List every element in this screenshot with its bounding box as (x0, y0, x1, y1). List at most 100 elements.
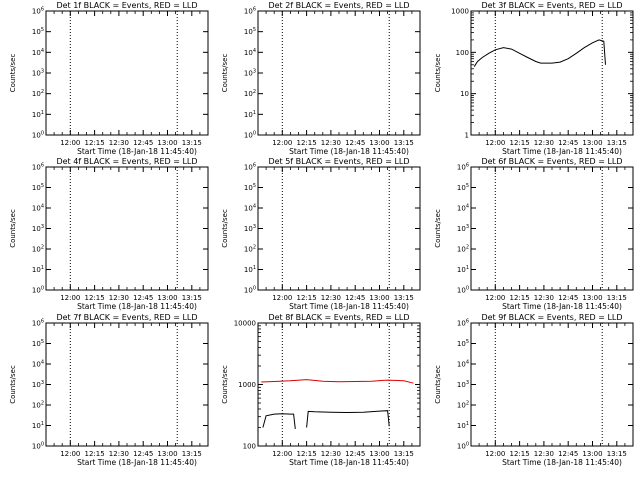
y-tick-label: 105 (32, 27, 44, 36)
y-tick-label: 101 (457, 421, 469, 430)
panel-det-8: Det 8f BLACK = Events, RED = LLD Counts/s… (221, 313, 421, 467)
x-tick-label: 12:15 (297, 139, 317, 147)
x-tick-label: 13:00 (582, 294, 602, 302)
panel-title: Det 3f BLACK = Events, RED = LLD (481, 1, 622, 10)
x-tick-label: 12:00 (60, 139, 80, 147)
x-tick-label: 12:30 (321, 294, 341, 302)
y-tick-label: 101 (32, 110, 44, 119)
y-axis-label: Counts/sec (9, 54, 17, 93)
y-tick-label: 102 (32, 89, 44, 98)
y-tick-label: 101 (244, 265, 256, 274)
x-tick-label: 12:45 (345, 294, 365, 302)
data-series-line (262, 413, 296, 429)
x-tick-label: 13:00 (157, 139, 177, 147)
x-tick-label: 12:15 (85, 139, 105, 147)
y-tick-label: 102 (32, 401, 44, 410)
x-tick-label: 13:00 (369, 139, 389, 147)
y-tick-label: 104 (457, 360, 469, 369)
y-tick-label: 1000 (451, 8, 469, 16)
y-tick-label: 106 (244, 163, 256, 172)
y-tick-label: 102 (32, 245, 44, 254)
panel-title: Det 1f BLACK = Events, RED = LLD (56, 1, 197, 10)
x-tick-label: 12:30 (321, 139, 341, 147)
panel-det-9: Det 9f BLACK = Events, RED = LLD Counts/s… (434, 313, 634, 467)
y-tick-label: 104 (244, 204, 256, 213)
y-tick-label: 104 (32, 360, 44, 369)
x-tick-label: 12:45 (558, 450, 578, 458)
x-tick-label: 13:00 (157, 450, 177, 458)
y-tick-label: 100 (243, 443, 256, 451)
x-tick-label: 12:45 (345, 450, 365, 458)
x-tick-label: 12:45 (345, 139, 365, 147)
y-axis-label: Counts/sec (221, 209, 229, 248)
x-tick-label: 12:45 (558, 294, 578, 302)
x-tick-label: 12:15 (510, 139, 530, 147)
panel-title: Det 8f BLACK = Events, RED = LLD (268, 313, 409, 322)
y-tick-label: 100 (244, 286, 256, 295)
x-tick-label: 12:30 (321, 450, 341, 458)
y-tick-label: 100 (457, 442, 469, 451)
x-tick-label: 13:15 (182, 450, 202, 458)
y-tick-label: 10 (460, 90, 469, 98)
x-tick-label: 12:45 (558, 139, 578, 147)
y-tick-label: 106 (457, 319, 469, 328)
x-tick-label: 12:30 (534, 450, 554, 458)
x-tick-label: 12:00 (485, 139, 505, 147)
x-tick-label: 13:00 (369, 450, 389, 458)
x-axis-label: Start Time (18-Jan-18 11:45:40) (77, 147, 197, 156)
x-axis-label: Start Time (18-Jan-18 11:45:40) (502, 458, 622, 467)
panel-det-4: Det 4f BLACK = Events, RED = LLD Counts/s… (9, 157, 209, 311)
x-tick-label: 13:15 (182, 294, 202, 302)
y-tick-label: 103 (32, 69, 44, 78)
y-tick-label: 104 (32, 48, 44, 57)
x-tick-label: 12:00 (60, 294, 80, 302)
y-tick-label: 103 (244, 224, 256, 233)
x-tick-label: 12:00 (485, 294, 505, 302)
y-tick-label: 106 (244, 7, 256, 16)
y-tick-label: 106 (32, 7, 44, 16)
y-tick-label: 103 (457, 224, 469, 233)
panel-det-1: Det 1f BLACK = Events, RED = LLD Counts/s… (9, 1, 209, 156)
panel-title: Det 6f BLACK = Events, RED = LLD (481, 157, 622, 166)
y-axis-label: Counts/sec (434, 365, 442, 404)
x-axis-label: Start Time (18-Jan-18 11:45:40) (77, 302, 197, 311)
y-tick-label: 103 (244, 69, 256, 78)
y-axis-label: Counts/sec (434, 54, 442, 93)
x-axis-label: Start Time (18-Jan-18 11:45:40) (502, 302, 622, 311)
x-tick-label: 12:30 (534, 294, 554, 302)
y-tick-label: 104 (457, 204, 469, 213)
x-tick-label: 13:00 (582, 450, 602, 458)
x-tick-label: 12:15 (297, 294, 317, 302)
y-tick-label: 10000 (234, 320, 256, 328)
panel-title: Det 5f BLACK = Events, RED = LLD (268, 157, 409, 166)
data-series-line (473, 39, 606, 67)
y-tick-label: 104 (244, 48, 256, 57)
x-tick-label: 12:15 (85, 294, 105, 302)
panel-title: Det 7f BLACK = Events, RED = LLD (56, 313, 197, 322)
y-tick-label: 100 (244, 131, 256, 140)
y-axis-label: Counts/sec (221, 54, 229, 93)
x-tick-label: 13:15 (394, 139, 414, 147)
x-axis-label: Start Time (18-Jan-18 11:45:40) (289, 302, 409, 311)
y-tick-label: 106 (32, 319, 44, 328)
y-tick-label: 104 (32, 204, 44, 213)
data-series-line (261, 379, 414, 384)
y-tick-label: 101 (32, 421, 44, 430)
x-tick-label: 13:15 (182, 139, 202, 147)
y-axis-label: Counts/sec (9, 365, 17, 404)
x-axis-label: Start Time (18-Jan-18 11:45:40) (77, 458, 197, 467)
x-tick-label: 12:00 (60, 450, 80, 458)
y-tick-label: 102 (457, 245, 469, 254)
y-tick-label: 106 (457, 163, 469, 172)
x-tick-label: 12:15 (510, 294, 530, 302)
y-tick-label: 100 (32, 442, 44, 451)
y-tick-label: 103 (32, 380, 44, 389)
y-tick-label: 105 (32, 183, 44, 192)
x-tick-label: 12:30 (109, 139, 129, 147)
x-tick-label: 12:00 (272, 450, 292, 458)
y-tick-label: 102 (457, 401, 469, 410)
x-tick-label: 12:15 (85, 450, 105, 458)
panel-title: Det 9f BLACK = Events, RED = LLD (481, 313, 622, 322)
y-tick-label: 101 (244, 110, 256, 119)
